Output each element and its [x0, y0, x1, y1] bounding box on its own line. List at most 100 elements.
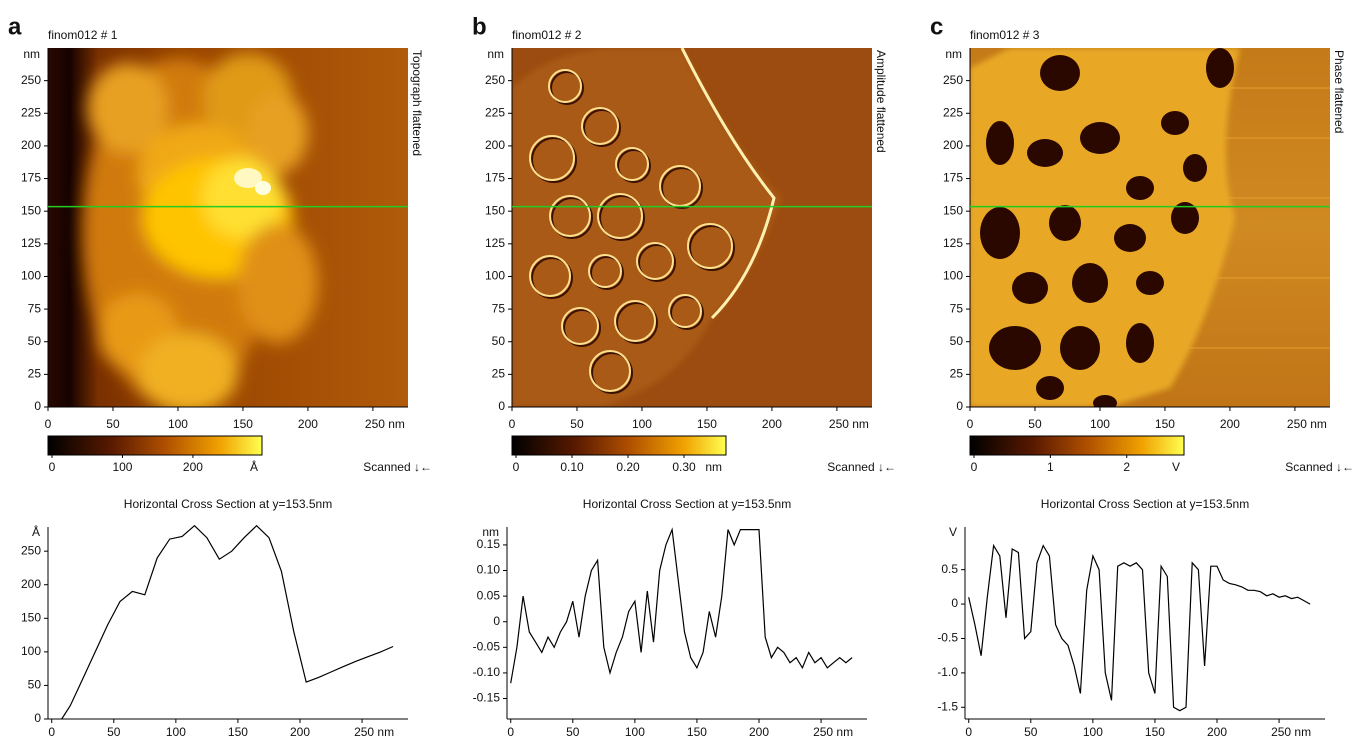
- cross-section-line: [510, 527, 853, 684]
- afm-texture: [1093, 395, 1117, 407]
- y-tick-label: 100: [21, 644, 41, 658]
- y-tick-label: 50: [28, 334, 42, 348]
- y-tick-label: 50: [28, 678, 42, 692]
- afm-texture: [670, 296, 704, 330]
- afm-texture: [1040, 55, 1080, 91]
- afm-texture: [255, 181, 271, 195]
- x-tick-label: 250 nm: [365, 417, 405, 431]
- colorbar-tick-label: 0.20: [616, 460, 640, 474]
- y-tick-label: 225: [485, 105, 505, 119]
- afm-texture: [680, 48, 776, 320]
- y-tick-label: -1.5: [937, 699, 958, 713]
- image-title: finom012 # 3: [970, 28, 1040, 42]
- x-tick-label: 100: [632, 417, 652, 431]
- afm-texture: [597, 193, 643, 239]
- y-tick-label: 0.10: [477, 563, 501, 577]
- y-tick-label: 0: [493, 614, 500, 628]
- afm-texture: [1060, 326, 1100, 370]
- y-tick-label: 125: [943, 236, 963, 250]
- afm-texture: [689, 225, 735, 271]
- x-tick-label: 100: [166, 725, 186, 739]
- afm-texture: [989, 326, 1041, 370]
- colorbar-tick-label: 0.10: [560, 460, 584, 474]
- colorbar-tick-label: 0.30: [672, 460, 696, 474]
- colorbar-unit: Å: [250, 459, 258, 474]
- y-tick-label: 125: [485, 236, 505, 250]
- afm-texture: [970, 48, 1240, 407]
- afm-texture: [583, 109, 621, 147]
- x-tick-label: 50: [106, 417, 120, 431]
- afm-texture: [616, 302, 658, 344]
- y-tick-label: 250: [21, 543, 41, 557]
- afm-texture: [591, 352, 633, 394]
- afm-texture: [248, 93, 308, 173]
- afm-texture: [529, 48, 776, 394]
- afm-texture: [589, 350, 631, 392]
- y-tick-label: 250: [485, 73, 505, 87]
- cross-section-line: [61, 524, 394, 720]
- colorbar: [47, 435, 263, 456]
- side-label: Phase flattened: [1332, 50, 1346, 133]
- y-tick-label: 225: [21, 105, 41, 119]
- x-tick-label: 0: [45, 417, 52, 431]
- x-tick-label: 100: [1090, 417, 1110, 431]
- y-tick-label: 50: [950, 334, 964, 348]
- afm-texture: [636, 242, 674, 280]
- x-tick-label: 0: [48, 725, 55, 739]
- y-tick-label: -0.15: [473, 691, 501, 705]
- x-tick-label: 150: [697, 417, 717, 431]
- y-tick-label: 150: [21, 610, 41, 624]
- x-tick-label: 250 nm: [829, 417, 869, 431]
- y-tick-label: 0: [956, 399, 963, 413]
- afm-texture: [83, 53, 318, 407]
- afm-texture: [687, 223, 733, 269]
- afm-texture: [1126, 323, 1154, 363]
- afm-texture: [588, 254, 622, 288]
- colorbar-unit: nm: [705, 460, 722, 474]
- cross-section-line: [968, 543, 1311, 712]
- y-tick-label: 100: [943, 269, 963, 283]
- y-tick-label: 0: [34, 399, 41, 413]
- y-tick-label: -1.0: [937, 665, 958, 679]
- afm-texture: [1161, 111, 1189, 135]
- afm-texture: [548, 69, 582, 103]
- y-tick-label: 50: [492, 334, 506, 348]
- afm-texture: [203, 158, 283, 238]
- y-tick-label: 0.5: [941, 562, 958, 576]
- x-tick-label: 250 nm: [354, 725, 394, 739]
- afm-texture: [1206, 48, 1234, 88]
- afm-texture: [661, 167, 703, 209]
- y-tick-label: -0.5: [937, 631, 958, 645]
- plot-title: Horizontal Cross Section at y=153.5nm: [124, 497, 332, 511]
- x-tick-label: 100: [1083, 725, 1103, 739]
- y-unit: nm: [945, 47, 962, 61]
- x-tick-label: 50: [107, 725, 121, 739]
- y-unit: nm: [482, 525, 499, 539]
- afm-texture: [1072, 263, 1108, 303]
- afm-texture: [1036, 376, 1064, 400]
- colorbar-tick-label: 0: [513, 460, 520, 474]
- afm-texture: [531, 137, 577, 183]
- afm-texture: [1027, 139, 1063, 167]
- side-label: Topograph flattened: [410, 50, 424, 156]
- y-tick-label: 150: [485, 203, 505, 217]
- y-tick-label: 0: [34, 711, 41, 725]
- x-tick-label: 100: [625, 725, 645, 739]
- afm-texture: [529, 135, 575, 181]
- afm-texture: [1171, 202, 1199, 234]
- panel-letter: a: [8, 13, 22, 40]
- afm-image-topography: [48, 48, 408, 407]
- y-tick-label: 150: [21, 203, 41, 217]
- y-tick-label: 25: [950, 367, 964, 381]
- afm-texture: [529, 255, 571, 297]
- afm-texture: [1136, 271, 1164, 295]
- plot-title: Horizontal Cross Section at y=153.5nm: [1041, 497, 1249, 511]
- image-title: finom012 # 1: [48, 28, 118, 42]
- y-tick-label: 0: [498, 399, 505, 413]
- colorbar: [511, 435, 727, 456]
- colorbar: [969, 435, 1185, 456]
- scan-direction: Scanned ↓←: [1285, 460, 1354, 474]
- x-tick-label: 150: [233, 417, 253, 431]
- y-tick-label: 0: [951, 596, 958, 610]
